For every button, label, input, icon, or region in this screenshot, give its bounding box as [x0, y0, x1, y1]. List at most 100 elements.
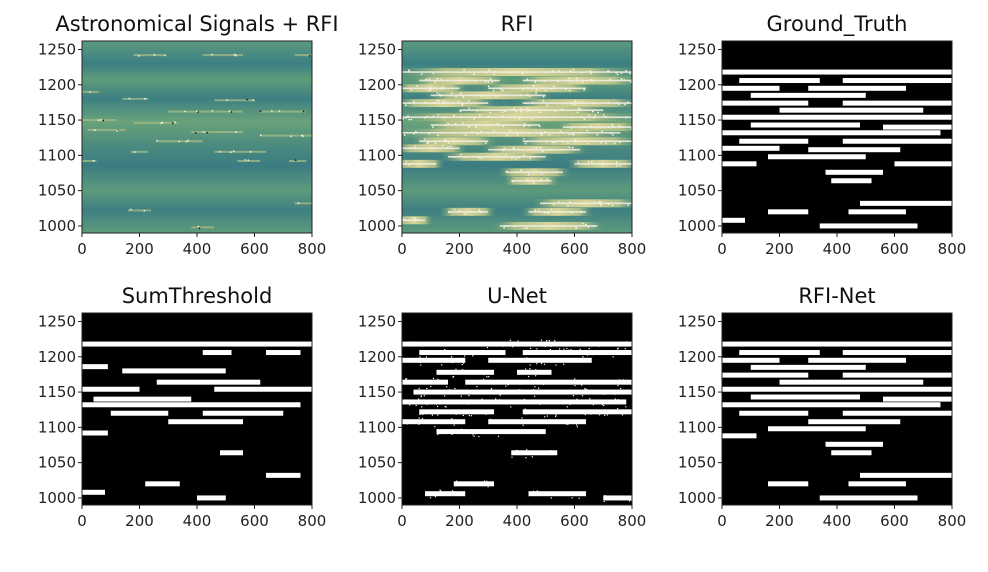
mask-speckle — [571, 497, 573, 499]
rfi-speck — [500, 71, 503, 74]
signal-speck — [244, 159, 247, 161]
rfi-speck — [535, 92, 538, 95]
rfi-speck — [512, 146, 515, 149]
signal-band — [128, 209, 151, 212]
rfi-speck — [571, 102, 573, 104]
rfi-speck — [502, 125, 505, 128]
x-tick-label: 600 — [880, 512, 909, 530]
rfi-speck — [475, 123, 478, 126]
mask-speckle — [536, 363, 538, 365]
mask-speckle — [533, 395, 536, 397]
signal-speck — [171, 122, 174, 125]
rfi-speck — [442, 100, 445, 103]
signal-speck — [211, 53, 214, 56]
x-tick-label: 400 — [823, 240, 852, 258]
rfi-speck — [602, 114, 605, 117]
mask-band — [831, 450, 872, 456]
rfi-speck — [438, 93, 441, 96]
rfi-speck — [600, 204, 602, 207]
rfi-speck — [573, 148, 576, 151]
rfi-speck — [467, 99, 470, 102]
signal-speck — [219, 151, 222, 153]
mask-speckle — [479, 429, 481, 431]
mask-speckle — [440, 372, 443, 375]
y-tick-label: 1150 — [678, 111, 716, 129]
signal-band — [87, 128, 126, 131]
mask-speckle — [521, 417, 523, 419]
plot-background — [82, 41, 312, 233]
mask-band — [266, 350, 301, 356]
signal-speck — [195, 110, 198, 113]
mask-speckle — [444, 405, 446, 408]
rfi-speck — [474, 80, 477, 83]
mask-speckle — [538, 353, 540, 355]
signal-speck — [160, 122, 163, 125]
rfi-speck — [440, 78, 442, 81]
mask-speckle — [606, 414, 609, 416]
rfi-speck — [599, 202, 602, 205]
mask-speckle — [482, 378, 485, 381]
rfi-speck — [594, 114, 596, 117]
mask-speckle — [503, 431, 506, 434]
mask-speckle — [483, 483, 485, 485]
rfi-speck — [459, 110, 462, 113]
rfi-speck — [592, 225, 595, 228]
mask-band — [831, 178, 872, 184]
mask-speckle — [434, 496, 437, 498]
signal-speck — [138, 54, 141, 57]
rfi-speck — [601, 130, 604, 133]
rfi-speck — [525, 225, 528, 228]
panel-ground-truth: Ground_Truth 0 200 400 600 800 1000 1050 1100 115… — [678, 12, 967, 258]
mask-speckle — [440, 490, 442, 492]
mask-speckle — [523, 398, 526, 401]
mask-speckle — [586, 388, 588, 391]
mask-speckle — [529, 364, 531, 366]
mask-speckle — [572, 395, 575, 397]
rfi-speck — [612, 133, 614, 136]
x-tick-label: 600 — [560, 240, 589, 258]
mask-speckle — [406, 423, 408, 425]
mask-speckle — [565, 359, 567, 361]
rfi-speck — [468, 125, 471, 127]
y-tick-label: 1050 — [358, 182, 396, 200]
rfi-speck — [473, 118, 475, 120]
rfi-speck — [458, 71, 461, 74]
rfi-speck — [605, 142, 607, 145]
mask-speckle — [528, 422, 530, 424]
mask-speckle — [556, 420, 558, 422]
rfi-speck — [462, 96, 465, 98]
mask-speckle — [505, 385, 507, 387]
rfi-speck — [420, 73, 423, 76]
rfi-speck — [552, 203, 555, 206]
mask-speckle — [436, 405, 439, 408]
rfi-speck — [544, 131, 547, 133]
mask-speckle — [515, 419, 518, 421]
mask-speckle — [443, 422, 445, 424]
signal-speck — [194, 132, 197, 134]
rfi-speck — [607, 79, 609, 82]
mask-speckle — [415, 404, 417, 407]
mask-speckle — [420, 395, 422, 398]
mask-band — [722, 69, 952, 75]
signal-speck — [93, 129, 96, 131]
rfi-speck — [504, 110, 507, 113]
rfi-speck — [591, 110, 594, 113]
mask-band — [82, 430, 108, 436]
mask-speckle — [426, 403, 428, 405]
mask-speckle — [466, 379, 468, 382]
y-tick-label: 1100 — [38, 146, 76, 164]
rfi-speck — [541, 173, 544, 175]
signal-speck — [302, 135, 304, 138]
rfi-speck — [570, 127, 573, 129]
mask-speckle — [536, 490, 538, 492]
y-tick-label: 1000 — [358, 489, 396, 507]
signal-band — [214, 99, 255, 102]
mask-speckle — [445, 406, 447, 408]
mask-speckle — [536, 348, 538, 350]
rfi-speck — [540, 178, 543, 181]
mask-band — [436, 429, 546, 435]
rfi-line — [522, 140, 632, 143]
rfi-line — [459, 109, 604, 111]
mask-band — [453, 481, 494, 487]
signal-band — [191, 226, 215, 229]
